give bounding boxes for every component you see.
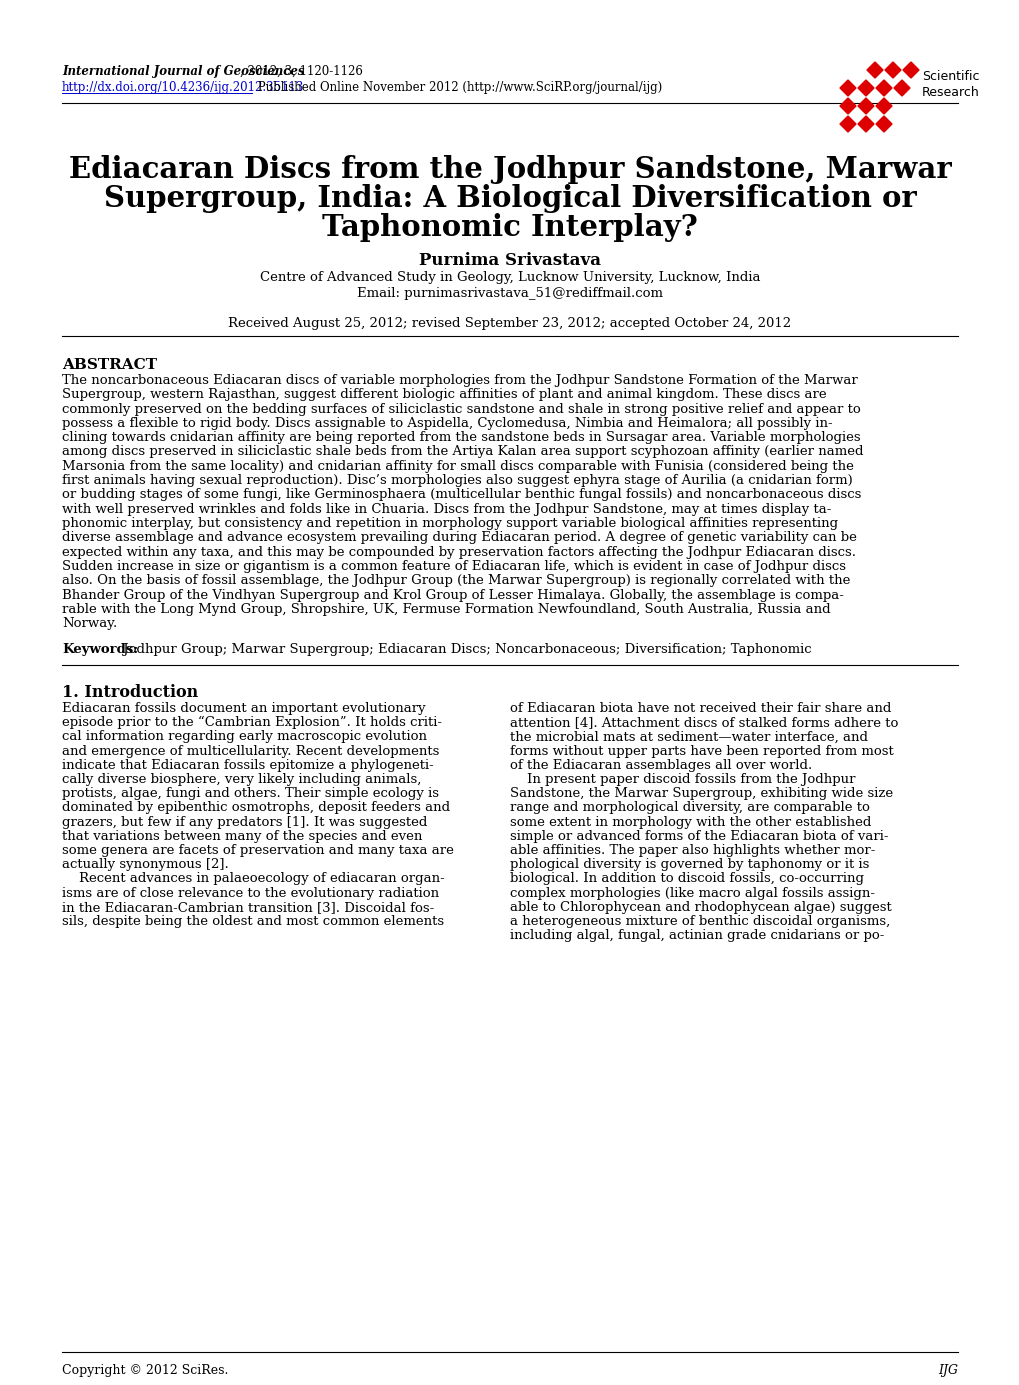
Text: Ediacaran Discs from the Jodhpur Sandstone, Marwar: Ediacaran Discs from the Jodhpur Sandsto…	[68, 155, 951, 184]
Text: Published Online November 2012 (http://www.SciRP.org/journal/ijg): Published Online November 2012 (http://w…	[254, 80, 661, 94]
Text: attention [4]. Attachment discs of stalked forms adhere to: attention [4]. Attachment discs of stalk…	[510, 716, 898, 729]
Text: biological. In addition to discoid fossils, co-occurring: biological. In addition to discoid fossi…	[510, 873, 863, 885]
Text: Supergroup, India: A Biological Diversification or: Supergroup, India: A Biological Diversif…	[104, 184, 915, 213]
Text: Norway.: Norway.	[62, 618, 117, 630]
Text: also. On the basis of fossil assemblage, the Jodhpur Group (the Marwar Supergrou: also. On the basis of fossil assemblage,…	[62, 575, 850, 587]
Text: Copyright © 2012 SciRes.: Copyright © 2012 SciRes.	[62, 1364, 228, 1377]
Text: some genera are facets of preservation and many taxa are: some genera are facets of preservation a…	[62, 843, 453, 857]
Text: The noncarbonaceous Ediacaran discs of variable morphologies from the Jodhpur Sa: The noncarbonaceous Ediacaran discs of v…	[62, 374, 857, 386]
Text: Keywords:: Keywords:	[62, 643, 139, 656]
Polygon shape	[840, 116, 855, 132]
Text: 1. Introduction: 1. Introduction	[62, 684, 198, 701]
Polygon shape	[866, 62, 882, 78]
Text: of Ediacaran biota have not received their fair share and: of Ediacaran biota have not received the…	[510, 702, 891, 715]
Polygon shape	[902, 62, 918, 78]
Text: isms are of close relevance to the evolutionary radiation: isms are of close relevance to the evolu…	[62, 886, 439, 900]
Text: simple or advanced forms of the Ediacaran biota of vari-: simple or advanced forms of the Ediacara…	[510, 830, 888, 843]
Text: including algal, fungal, actinian grade cnidarians or po-: including algal, fungal, actinian grade …	[510, 929, 883, 942]
Text: http://dx.doi.org/10.4236/ijg.2012.35113: http://dx.doi.org/10.4236/ijg.2012.35113	[62, 80, 304, 94]
Polygon shape	[884, 62, 900, 78]
Text: episode prior to the “Cambrian Explosion”. It holds criti-: episode prior to the “Cambrian Explosion…	[62, 716, 441, 730]
Polygon shape	[857, 116, 873, 132]
Polygon shape	[875, 98, 892, 114]
Text: Research: Research	[921, 86, 979, 98]
Text: first animals having sexual reproduction). Disc’s morphologies also suggest ephy: first animals having sexual reproduction…	[62, 474, 852, 488]
Text: commonly preserved on the bedding surfaces of siliciclastic sandstone and shale : commonly preserved on the bedding surfac…	[62, 403, 860, 416]
Text: cal information regarding early macroscopic evolution: cal information regarding early macrosco…	[62, 730, 427, 744]
Text: phonomic interplay, but consistency and repetition in morphology support variabl: phonomic interplay, but consistency and …	[62, 517, 838, 530]
Text: complex morphologies (like macro algal fossils assign-: complex morphologies (like macro algal f…	[510, 886, 874, 900]
Text: a heterogeneous mixture of benthic discoidal organisms,: a heterogeneous mixture of benthic disco…	[510, 915, 890, 928]
Text: Marsonia from the same locality) and cnidarian affinity for small discs comparab: Marsonia from the same locality) and cni…	[62, 460, 853, 472]
Text: and emergence of multicellularity. Recent developments: and emergence of multicellularity. Recen…	[62, 745, 439, 758]
Text: some extent in morphology with the other established: some extent in morphology with the other…	[510, 816, 870, 828]
Text: clining towards cnidarian affinity are being reported from the sandstone beds in: clining towards cnidarian affinity are b…	[62, 431, 860, 445]
Text: or budding stages of some fungi, like Germinosphaera (multicellular benthic fung: or budding stages of some fungi, like Ge…	[62, 489, 860, 501]
Text: Ediacaran fossils document an important evolutionary: Ediacaran fossils document an important …	[62, 702, 425, 715]
Text: of the Ediacaran assemblages all over world.: of the Ediacaran assemblages all over wo…	[510, 759, 811, 771]
Text: Taphonomic Interplay?: Taphonomic Interplay?	[322, 213, 697, 242]
Text: Sudden increase in size or gigantism is a common feature of Ediacaran life, whic: Sudden increase in size or gigantism is …	[62, 560, 845, 573]
Text: dominated by epibenthic osmotrophs, deposit feeders and: dominated by epibenthic osmotrophs, depo…	[62, 802, 449, 814]
Text: indicate that Ediacaran fossils epitomize a phylogeneti-: indicate that Ediacaran fossils epitomiz…	[62, 759, 433, 771]
Text: Bhander Group of the Vindhyan Supergroup and Krol Group of Lesser Himalaya. Glob: Bhander Group of the Vindhyan Supergroup…	[62, 589, 843, 601]
Polygon shape	[840, 98, 855, 114]
Text: Sandstone, the Marwar Supergroup, exhibiting wide size: Sandstone, the Marwar Supergroup, exhibi…	[510, 787, 893, 801]
Text: protists, algae, fungi and others. Their simple ecology is: protists, algae, fungi and others. Their…	[62, 787, 438, 801]
Polygon shape	[857, 98, 873, 114]
Polygon shape	[893, 80, 909, 96]
Text: In present paper discoid fossils from the Jodhpur: In present paper discoid fossils from th…	[510, 773, 855, 787]
Text: Recent advances in palaeoecology of ediacaran organ-: Recent advances in palaeoecology of edia…	[62, 873, 444, 885]
Text: Jodhpur Group; Marwar Supergroup; Ediacaran Discs; Noncarbonaceous; Diversificat: Jodhpur Group; Marwar Supergroup; Ediaca…	[119, 643, 811, 656]
Text: in the Ediacaran-Cambrian transition [3]. Discoidal fos-: in the Ediacaran-Cambrian transition [3]…	[62, 900, 434, 914]
Text: Centre of Advanced Study in Geology, Lucknow University, Lucknow, India: Centre of Advanced Study in Geology, Luc…	[260, 271, 759, 284]
Text: able to Chlorophycean and rhodophycean algae) suggest: able to Chlorophycean and rhodophycean a…	[510, 900, 891, 914]
Text: that variations between many of the species and even: that variations between many of the spec…	[62, 830, 422, 843]
Text: rable with the Long Mynd Group, Shropshire, UK, Fermuse Formation Newfoundland, : rable with the Long Mynd Group, Shropshi…	[62, 602, 829, 616]
Text: actually synonymous [2].: actually synonymous [2].	[62, 859, 228, 871]
Text: grazers, but few if any predators [1]. It was suggested: grazers, but few if any predators [1]. I…	[62, 816, 427, 828]
Text: International Journal of Geosciences: International Journal of Geosciences	[62, 65, 305, 78]
Text: phological diversity is governed by taphonomy or it is: phological diversity is governed by taph…	[510, 859, 868, 871]
Text: sils, despite being the oldest and most common elements: sils, despite being the oldest and most …	[62, 915, 443, 928]
Text: among discs preserved in siliciclastic shale beds from the Artiya Kalan area sup: among discs preserved in siliciclastic s…	[62, 446, 863, 458]
Text: with well preserved wrinkles and folds like in Chuaria. Discs from the Jodhpur S: with well preserved wrinkles and folds l…	[62, 503, 830, 515]
Text: range and morphological diversity, are comparable to: range and morphological diversity, are c…	[510, 802, 869, 814]
Polygon shape	[875, 116, 892, 132]
Text: Purnima Srivastava: Purnima Srivastava	[419, 252, 600, 269]
Text: ABSTRACT: ABSTRACT	[62, 357, 157, 373]
Text: expected within any taxa, and this may be compounded by preservation factors aff: expected within any taxa, and this may b…	[62, 546, 855, 558]
Text: Supergroup, western Rajasthan, suggest different biologic affinities of plant an: Supergroup, western Rajasthan, suggest d…	[62, 388, 825, 402]
Text: forms without upper parts have been reported from most: forms without upper parts have been repo…	[510, 745, 893, 758]
Text: Email: purnimasrivastava_51@rediffmail.com: Email: purnimasrivastava_51@rediffmail.c…	[357, 287, 662, 301]
Polygon shape	[875, 80, 892, 96]
Text: IJG: IJG	[937, 1364, 957, 1377]
Text: the microbial mats at sediment—water interface, and: the microbial mats at sediment—water int…	[510, 730, 867, 744]
Text: able affinities. The paper also highlights whether mor-: able affinities. The paper also highligh…	[510, 843, 874, 857]
Text: diverse assemblage and advance ecosystem prevailing during Ediacaran period. A d: diverse assemblage and advance ecosystem…	[62, 532, 856, 544]
Text: , 2012, 3, 1120-1126: , 2012, 3, 1120-1126	[239, 65, 363, 78]
Text: Scientific: Scientific	[921, 71, 978, 83]
Polygon shape	[840, 80, 855, 96]
Text: Received August 25, 2012; revised September 23, 2012; accepted October 24, 2012: Received August 25, 2012; revised Septem…	[228, 317, 791, 330]
Text: possess a flexible to rigid body. Discs assignable to Aspidella, Cyclomedusa, Ni: possess a flexible to rigid body. Discs …	[62, 417, 832, 429]
Text: cally diverse biosphere, very likely including animals,: cally diverse biosphere, very likely inc…	[62, 773, 421, 787]
Polygon shape	[857, 80, 873, 96]
